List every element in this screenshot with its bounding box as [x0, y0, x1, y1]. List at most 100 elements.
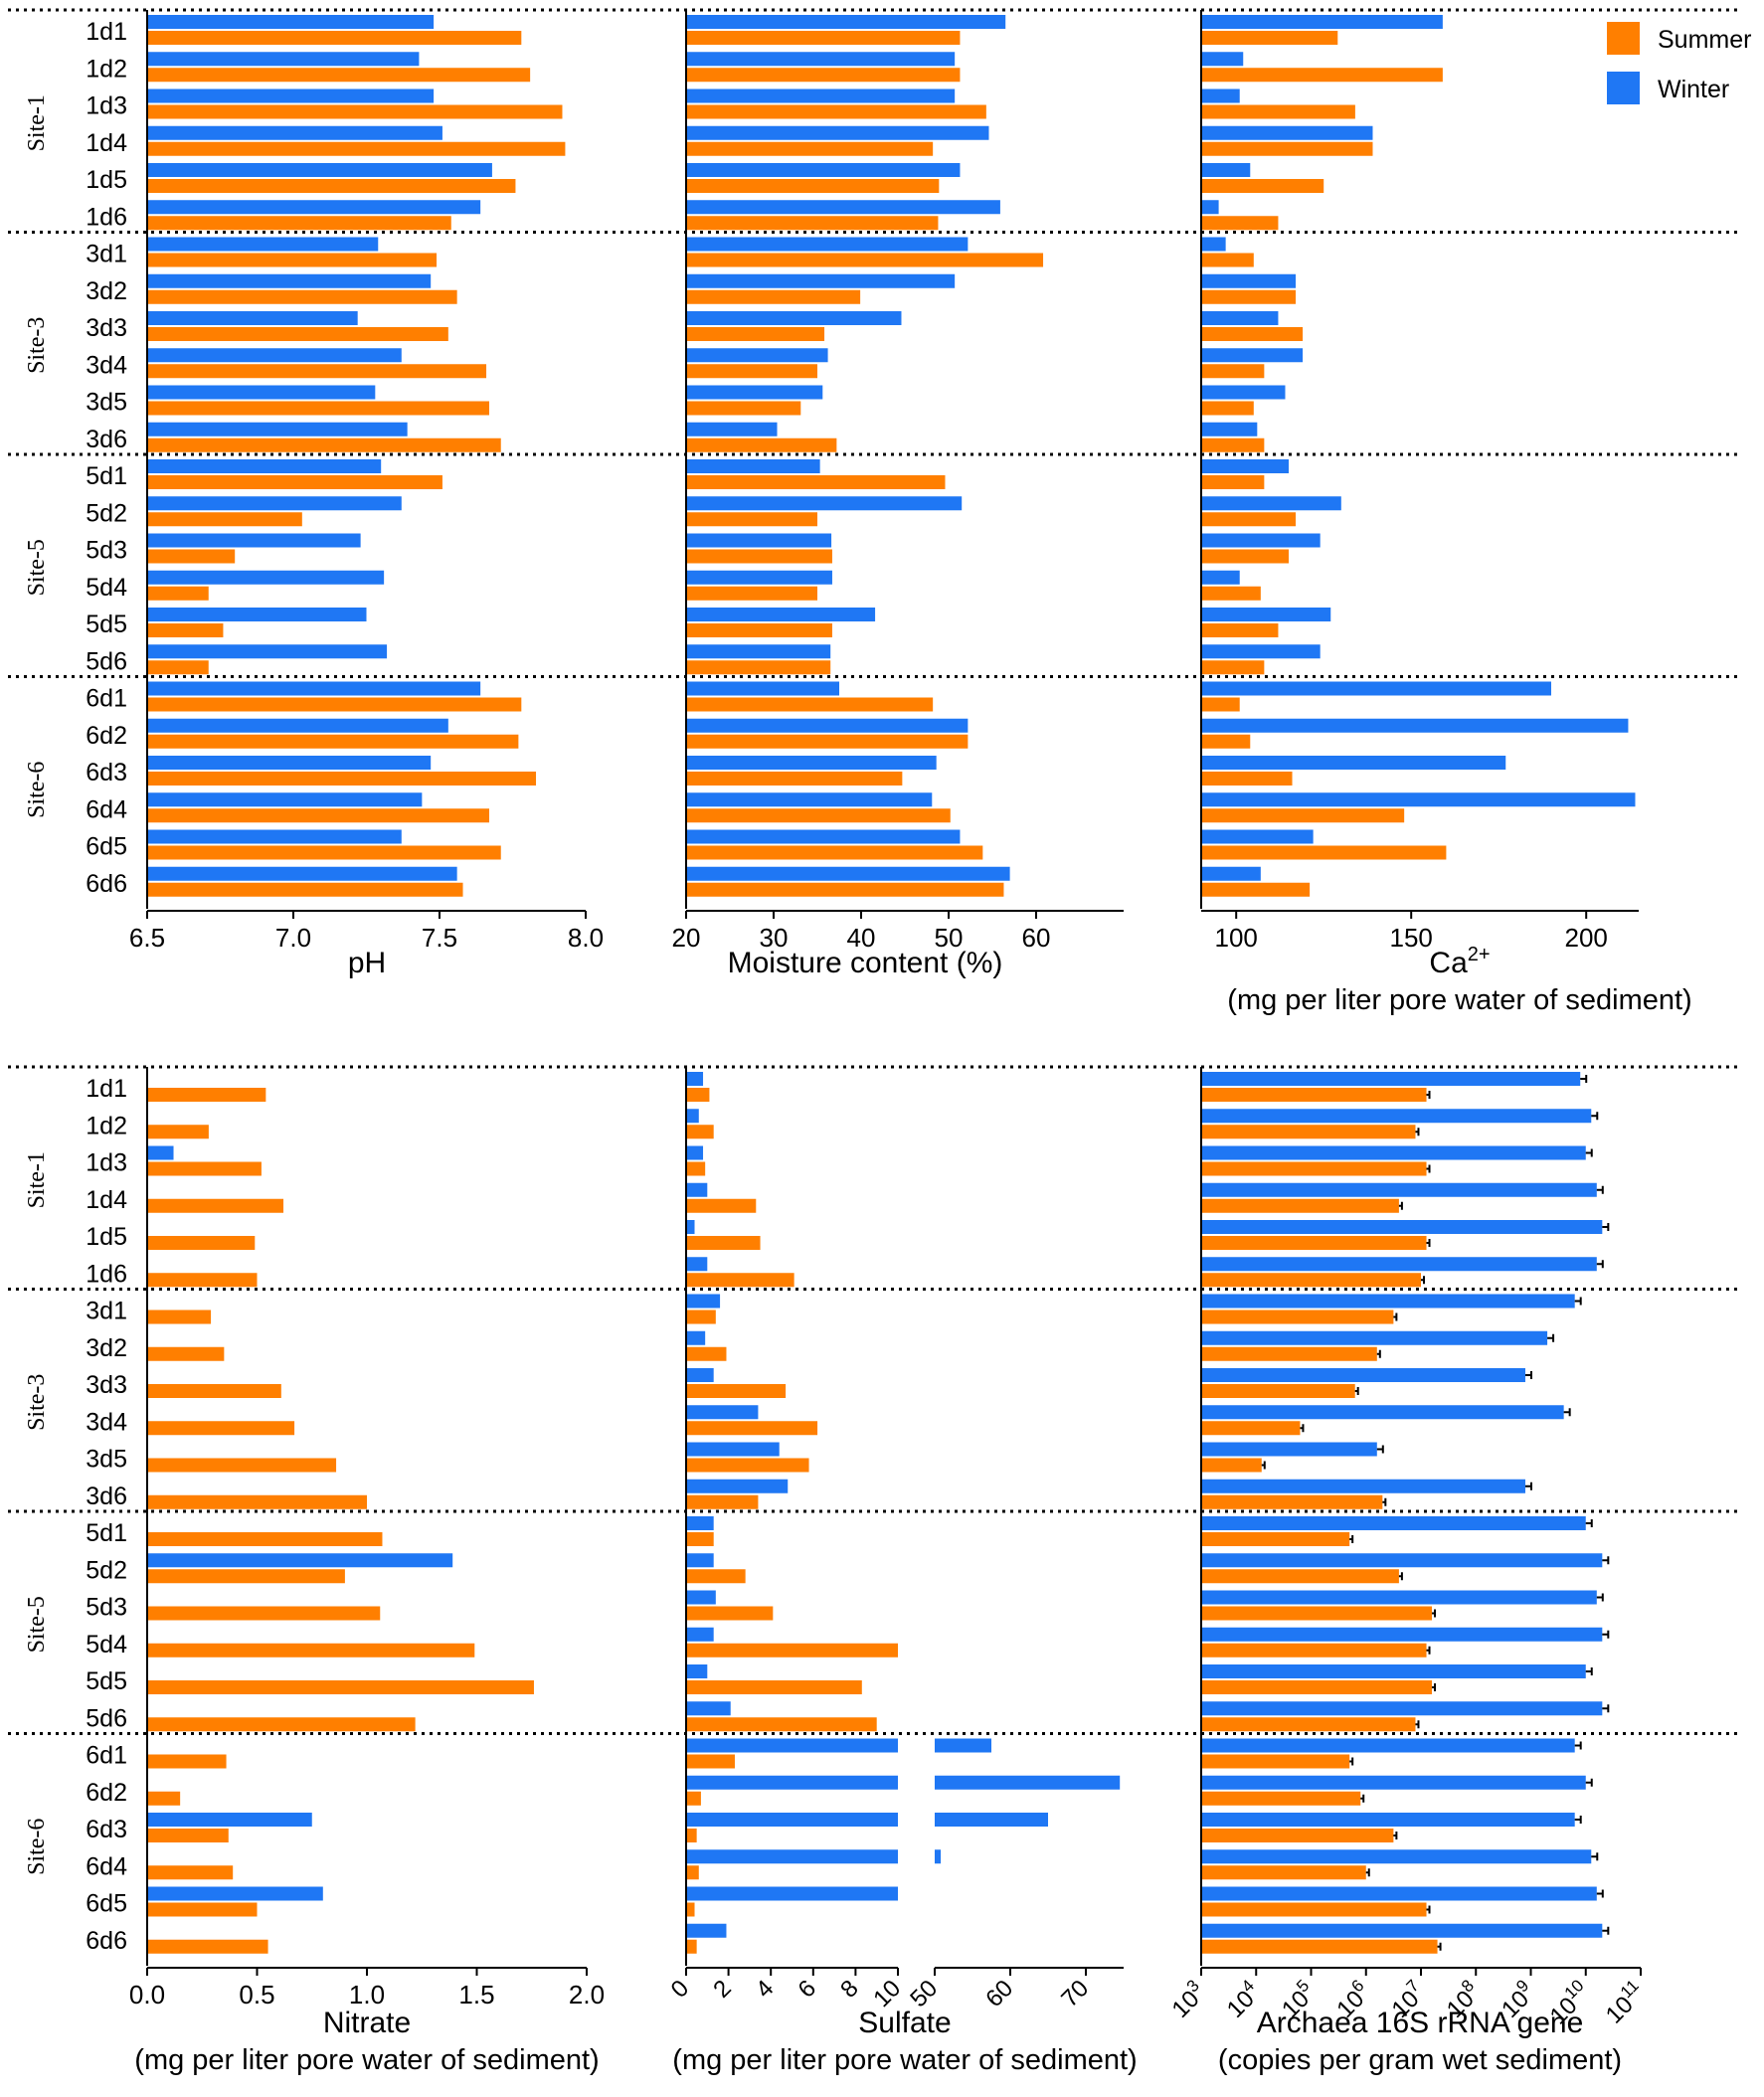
- bar-winter: [686, 608, 876, 621]
- bar-summer: [147, 1791, 181, 1806]
- bar-summer: [1201, 772, 1293, 786]
- bar-summer: [686, 623, 832, 637]
- bar-summer: [686, 808, 951, 823]
- bar-summer: [147, 1273, 258, 1288]
- bar-winter: [686, 1442, 780, 1457]
- bar-summer: [147, 1384, 281, 1398]
- bar-summer: [147, 1236, 256, 1250]
- bar-summer: [686, 1569, 746, 1584]
- bar-summer: [686, 1829, 697, 1842]
- bar-summer: [147, 808, 489, 823]
- bar-winter: [147, 1886, 323, 1901]
- bar-summer: [147, 1569, 345, 1584]
- bar-summer: [686, 1310, 716, 1324]
- bar-winter: [686, 1257, 708, 1272]
- bar-winter: [147, 459, 382, 473]
- sample-label: 1d4: [86, 1186, 127, 1214]
- sample-label: 6d2: [86, 1779, 127, 1807]
- bar-summer: [147, 1458, 337, 1473]
- bar-winter: [686, 200, 1000, 215]
- bar-summer: [1201, 179, 1324, 193]
- bar-summer: [686, 882, 1004, 897]
- x-tick-label: 150: [1390, 923, 1433, 953]
- bar-winter: [1201, 273, 1297, 288]
- bar-winter: [1201, 422, 1258, 437]
- sample-label: 1d2: [86, 55, 127, 83]
- panel-ph: [146, 10, 587, 919]
- bar-winter: [686, 792, 933, 807]
- bar-winter: [686, 496, 963, 511]
- bar-winter: [1201, 385, 1286, 400]
- site-label: Site-6: [24, 1819, 50, 1875]
- bar-summer: [1201, 104, 1355, 119]
- bar-summer: [1201, 1754, 1350, 1769]
- x-tick-label: 4: [751, 1975, 780, 2004]
- bar-winter-break: [935, 1738, 991, 1753]
- bar-summer: [1201, 845, 1447, 860]
- bar-winter: [1201, 1886, 1597, 1901]
- x-axis-title: pH: [348, 947, 386, 979]
- bar-summer: [686, 512, 817, 527]
- bar-summer: [686, 845, 983, 860]
- x-tick-label: 7.0: [275, 923, 311, 953]
- bar-winter: [686, 385, 823, 400]
- sample-label: 3d5: [86, 1446, 127, 1474]
- bar-winter: [686, 644, 831, 659]
- bar-summer: [686, 549, 832, 564]
- bar-winter: [1201, 1553, 1603, 1568]
- bar-summer: [147, 1643, 475, 1658]
- bar-winter: [686, 125, 989, 140]
- site-label: Site-1: [24, 94, 50, 151]
- bar-winter: [1201, 1738, 1575, 1753]
- site-label: Site-6: [24, 762, 50, 818]
- bar-winter: [686, 1627, 714, 1642]
- panel-sulfate: [685, 1067, 1124, 1976]
- bar-winter: [147, 644, 388, 659]
- x-tick-label: 200: [1565, 923, 1608, 953]
- bar-winter: [1201, 1590, 1597, 1605]
- bar-winter: [686, 1590, 716, 1605]
- bar-summer: [1201, 1198, 1399, 1213]
- bar-summer: [686, 179, 940, 193]
- bar-summer: [1201, 1310, 1394, 1324]
- bar-summer: [686, 1939, 697, 1954]
- bar-winter: [147, 385, 376, 400]
- bar-summer: [147, 1754, 227, 1769]
- bar-summer: [147, 475, 442, 489]
- bar-summer: [1201, 586, 1261, 601]
- bar-summer: [686, 772, 903, 786]
- bar-summer: [1201, 1532, 1350, 1546]
- sample-label: 3d1: [86, 241, 127, 268]
- bar-summer: [147, 401, 489, 416]
- x-tick-label: 1011: [1598, 1976, 1651, 2028]
- bar-winter: [147, 792, 423, 807]
- bar-summer: [1201, 141, 1373, 156]
- bar-winter: [1201, 125, 1373, 140]
- bar-summer: [147, 141, 566, 156]
- site-label: Site-3: [24, 317, 50, 374]
- bar-summer: [147, 549, 236, 564]
- bar-winter: [147, 718, 448, 733]
- bar-winter: [147, 1553, 453, 1568]
- bar-summer: [147, 1310, 212, 1324]
- bar-summer: [147, 1865, 234, 1880]
- bar-summer: [147, 1717, 416, 1732]
- bar-summer: [147, 1125, 209, 1139]
- bar-winter: [1201, 1627, 1603, 1642]
- sample-label: 3d2: [86, 277, 127, 305]
- bar-summer: [686, 586, 817, 601]
- x-axis-subtitle: (mg per liter pore water of sediment): [1227, 984, 1691, 1016]
- x-tick-label: 8: [835, 1975, 864, 2004]
- x-tick-label: 60: [1022, 923, 1051, 953]
- sample-label: 5d4: [86, 1631, 127, 1659]
- bar-winter: [686, 348, 828, 363]
- bar-winter: [147, 200, 481, 215]
- bar-winter: [686, 1738, 898, 1753]
- bar-winter: [1201, 237, 1226, 252]
- x-axis-title: Ca2+: [1429, 944, 1490, 979]
- x-axis-title: Sulfate: [858, 2007, 951, 2039]
- bar-summer: [1201, 253, 1254, 267]
- bar-winter: [686, 1923, 727, 1938]
- bar-winter: [1201, 792, 1636, 807]
